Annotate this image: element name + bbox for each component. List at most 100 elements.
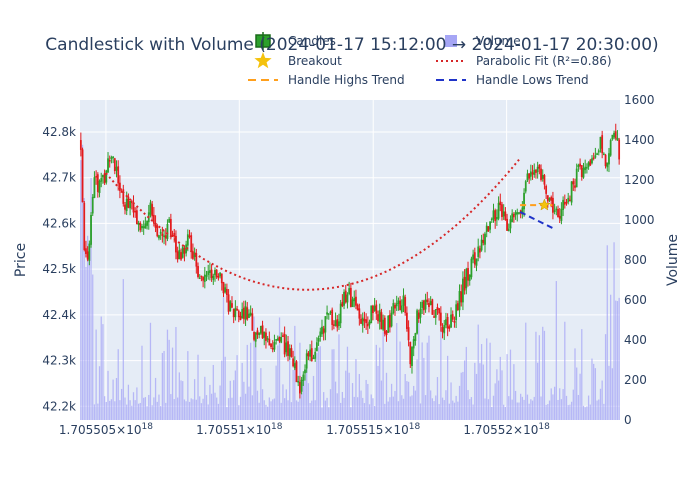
candle-body (321, 326, 323, 335)
candle-body (587, 162, 590, 167)
candle-body (93, 177, 96, 198)
volume-bar (463, 360, 466, 420)
volume-bar (531, 400, 534, 420)
candle-body (326, 312, 328, 315)
candle-body (207, 271, 210, 275)
candle-body (490, 218, 493, 221)
candle-body (348, 288, 351, 295)
candle-body (95, 176, 98, 178)
volume-bar (365, 379, 367, 420)
volume-bar (448, 403, 450, 420)
volume-bar (385, 372, 388, 420)
volume-bar (559, 388, 561, 420)
volume-bar (560, 399, 563, 420)
volume-bar (188, 401, 191, 420)
volume-bar (350, 407, 352, 420)
candle-body (434, 309, 437, 318)
candle-body (275, 339, 278, 341)
candle-body (278, 336, 281, 342)
volume-bar (419, 403, 422, 420)
volume-bar (287, 400, 289, 420)
volume-bar (479, 363, 481, 420)
volume-bar (233, 380, 235, 420)
volume-bar (475, 373, 478, 420)
candle-body (614, 131, 617, 139)
candle-body (380, 312, 383, 330)
candle-body (209, 270, 211, 273)
volume-bar (401, 395, 403, 420)
candle-body (507, 228, 510, 232)
volume-bar (289, 352, 291, 420)
volume-bar (148, 394, 150, 420)
volume-bar (486, 338, 488, 420)
volume-bar (487, 399, 490, 420)
volume-bar (139, 402, 141, 420)
volume-bar (423, 357, 425, 420)
volume-bar (501, 370, 503, 420)
candle-body (355, 296, 357, 306)
volume-bar (311, 400, 313, 420)
candle-body (412, 339, 415, 349)
candle-body (134, 210, 137, 213)
volume-bar (229, 380, 231, 420)
volume-bar (227, 398, 230, 420)
volume-bar (497, 380, 500, 420)
volume-bar (117, 349, 119, 420)
volume-bar (472, 404, 474, 420)
volume-bar (409, 396, 411, 420)
candle-body (254, 332, 257, 342)
candle-body (105, 170, 108, 183)
volume-bar (550, 388, 552, 420)
volume-bar (120, 388, 123, 420)
candle-body (288, 348, 291, 357)
candle-body (548, 197, 551, 201)
candle-body (494, 210, 497, 222)
volume-bar (224, 356, 226, 420)
candle-body (604, 154, 607, 167)
candle-body (596, 153, 598, 155)
candle-body (529, 171, 532, 177)
candle-body (450, 314, 452, 328)
volume-bar (503, 404, 505, 420)
volume-bar (384, 403, 386, 420)
volume-bar (261, 389, 264, 420)
candle-body (463, 276, 466, 291)
volume-tick-label: 600 (624, 293, 647, 307)
candle-body (518, 212, 520, 214)
candle-body (618, 139, 621, 160)
volume-bar (367, 383, 369, 420)
volume-bar (241, 362, 243, 420)
volume-bar (584, 407, 586, 420)
candle-body (108, 160, 111, 162)
candle-body (115, 166, 118, 171)
candle-body (217, 276, 220, 278)
candle-body (229, 301, 232, 312)
candle-body (504, 211, 507, 221)
candle-body (580, 165, 583, 177)
volume-bar (450, 382, 452, 420)
volume-bar (426, 342, 428, 420)
volume-bar (93, 404, 96, 420)
volume-bar (557, 399, 559, 420)
candle-body (497, 202, 500, 219)
candle-body (509, 219, 512, 229)
volume-bar (594, 368, 597, 420)
volume-bar (548, 400, 551, 420)
candle-body (332, 324, 335, 326)
volume-bar (85, 267, 87, 420)
volume-bar (166, 329, 169, 420)
candle-body (496, 217, 498, 220)
volume-bar (154, 377, 157, 420)
candle-body (186, 234, 189, 246)
candle-body (487, 226, 490, 232)
candle-body (485, 225, 488, 232)
candle-body (178, 250, 181, 260)
volume-bar (103, 396, 106, 420)
volume-bar (411, 395, 413, 420)
volume-bar (598, 399, 600, 420)
volume-bar (572, 389, 574, 420)
price-tick-label: 42.6k (42, 216, 76, 230)
candle-body (424, 299, 427, 310)
volume-bar (346, 346, 349, 420)
candle-body (555, 208, 558, 211)
